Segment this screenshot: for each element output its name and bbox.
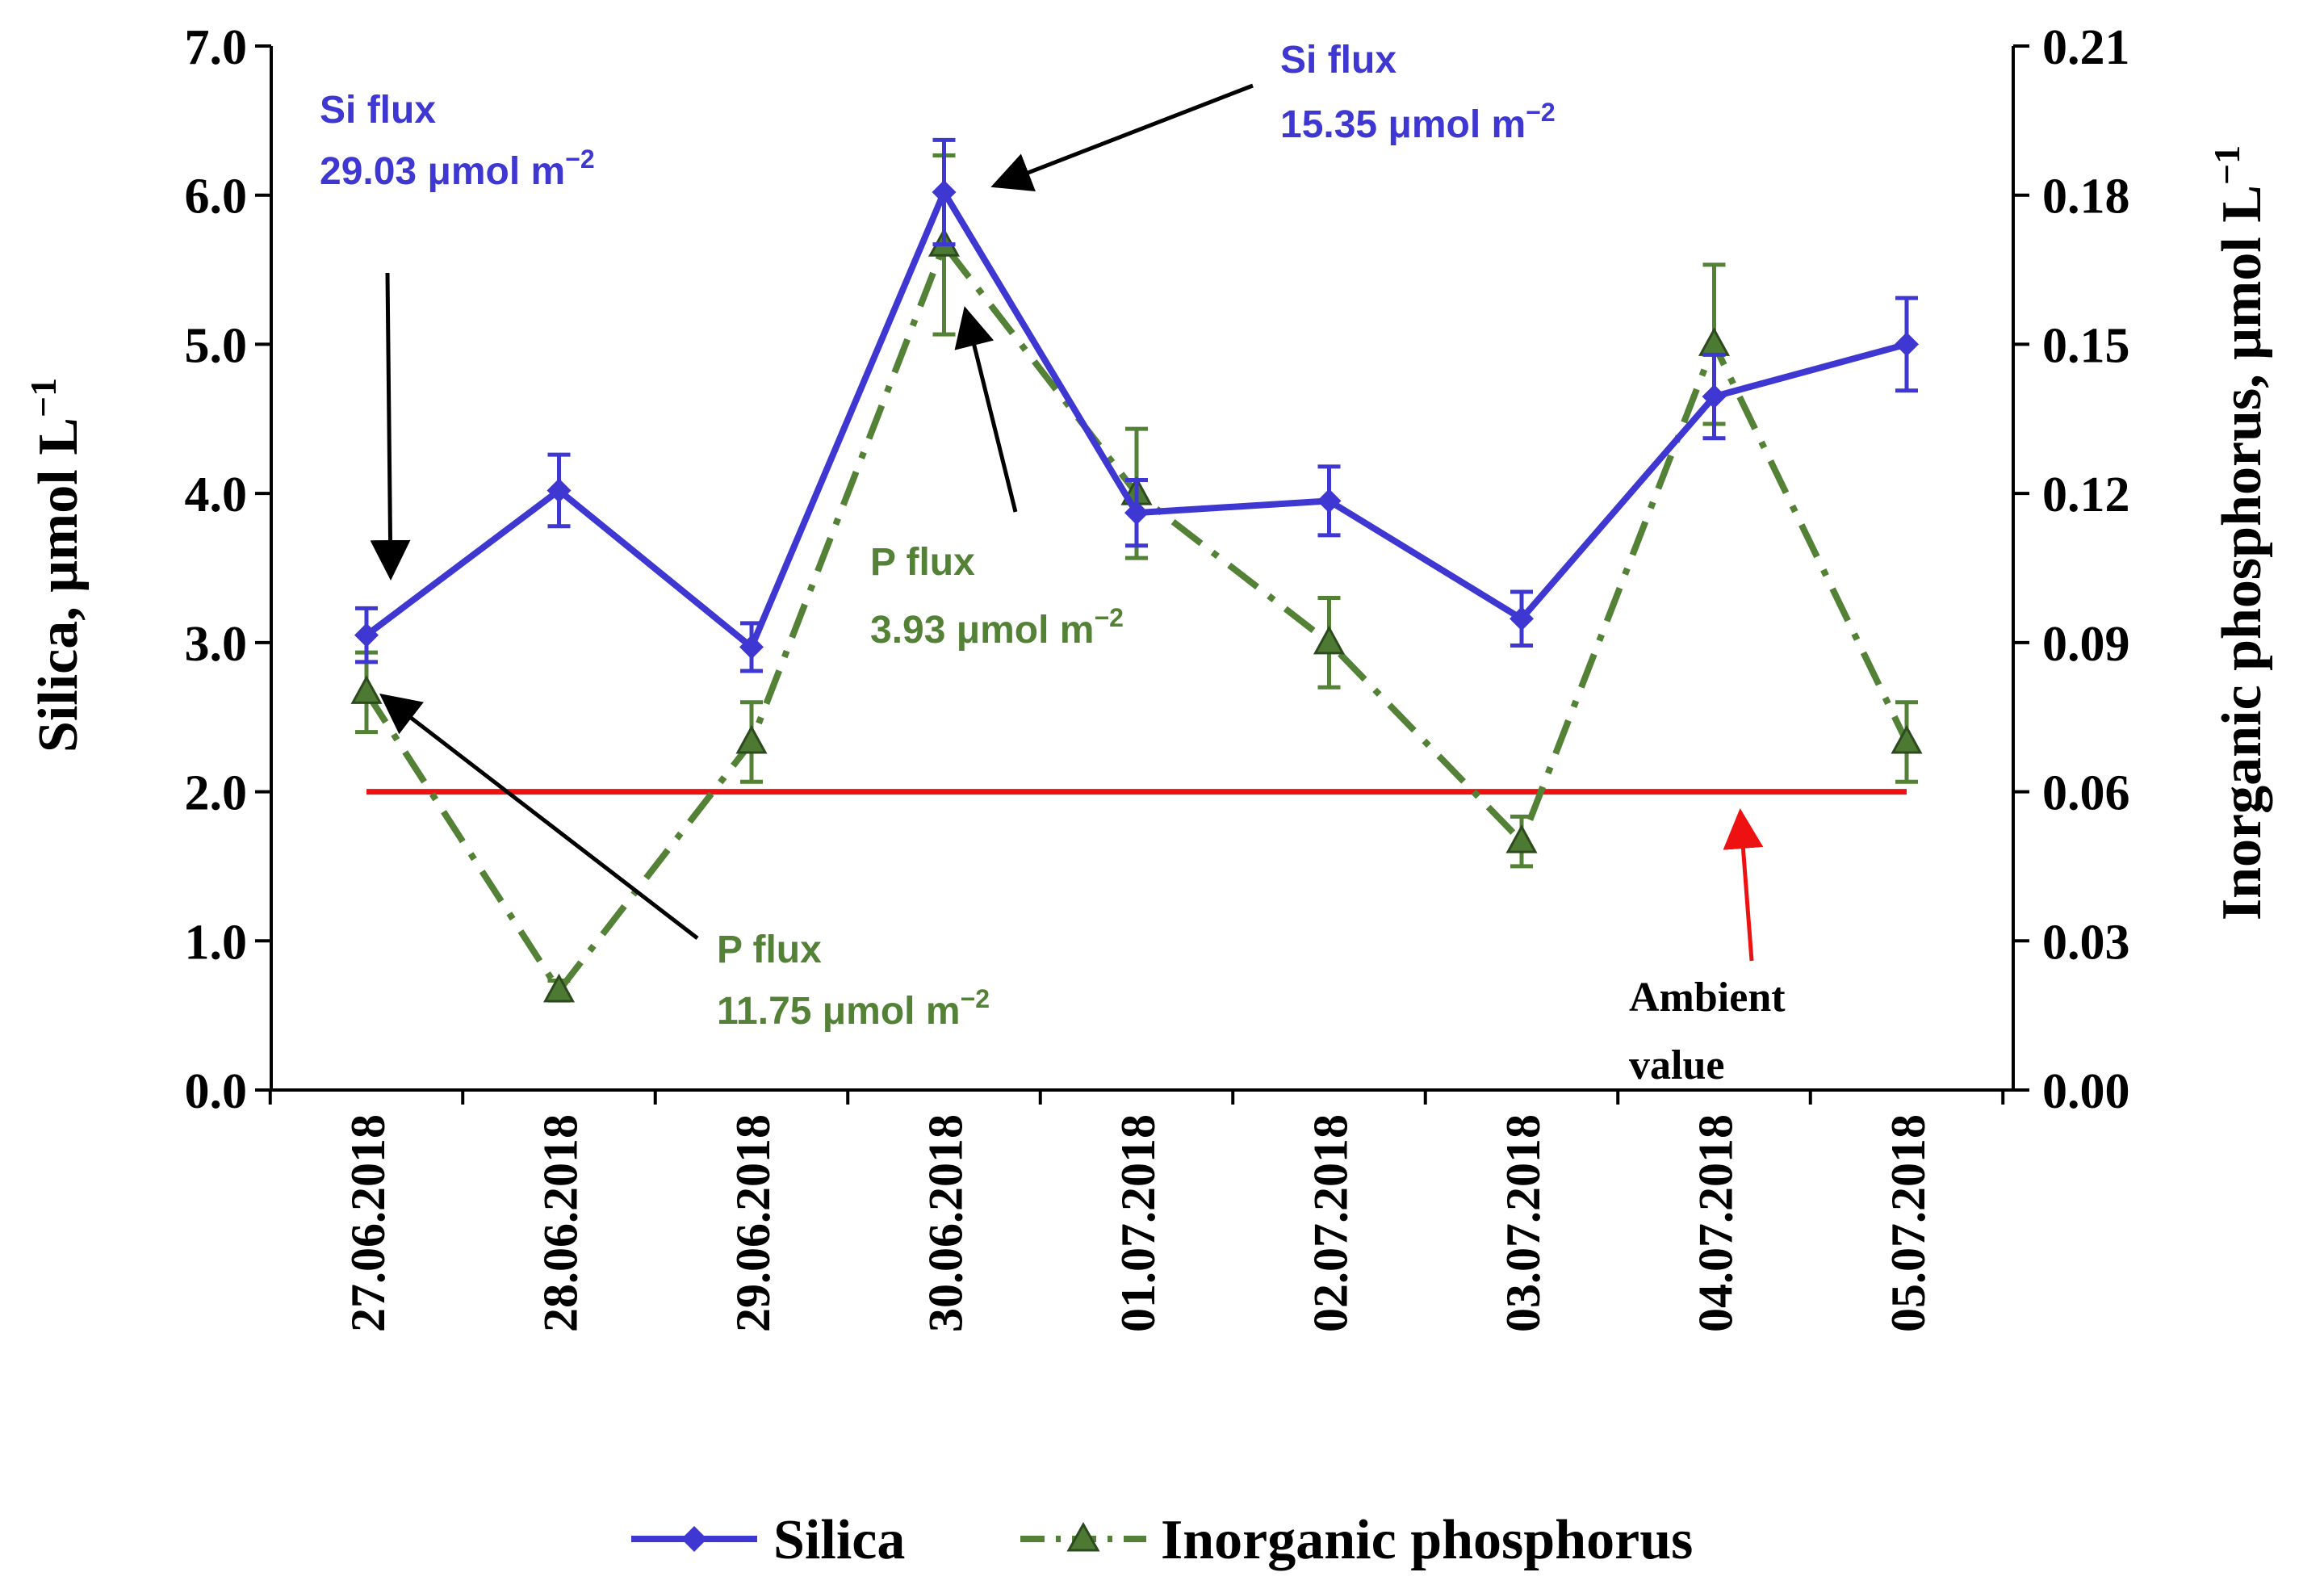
left-ticks: 0.0 1.0 2.0 3.0 4.0 5.0 6.0 7.0 [185, 20, 271, 1119]
ambient-arrow [1723, 808, 1764, 962]
right-tick-label: 0.15 [2042, 318, 2130, 373]
p-flux-low-value: 11.75 μmol m−2 [717, 984, 990, 1033]
si-flux-left-arrow [370, 272, 411, 581]
data-point [546, 478, 572, 503]
right-ticks: 0.00 0.03 0.06 0.09 0.12 0.15 0.18 0.21 [2013, 20, 2130, 1119]
data-point [350, 675, 383, 704]
left-tick-label: 6.0 [185, 170, 248, 224]
si-flux-right-title: Si flux [1280, 39, 1396, 82]
right-tick-label: 0.09 [2042, 617, 2130, 672]
series-silica [354, 137, 1919, 673]
ambient-label-line1: Ambient [1629, 975, 1786, 1021]
data-point [1891, 724, 1923, 754]
left-tick-label: 5.0 [185, 318, 248, 373]
left-tick-label: 7.0 [185, 20, 248, 75]
legend-item-silica: Silica [631, 1509, 905, 1571]
si-flux-right-value-sup: −2 [1526, 98, 1555, 127]
legend-silica-marker [681, 1526, 707, 1552]
x-tick-label: 30.06.2018 [919, 1114, 973, 1332]
data-point [1698, 327, 1731, 356]
right-tick-label: 0.18 [2042, 170, 2130, 224]
x-tick-label: 28.06.2018 [534, 1114, 588, 1332]
legend-item-inorganic-phosphorus: Inorganic phosphorus [1020, 1509, 1693, 1571]
si-flux-left-value: 29.03 μmol m−2 [320, 145, 595, 193]
data-point [932, 180, 957, 205]
ambient-label-line2: value [1629, 1042, 1724, 1088]
right-tick-label: 0.12 [2042, 467, 2130, 522]
si-flux-right-value-text: 15.35 μmol m [1280, 103, 1526, 146]
p-flux-mid-value: 3.93 μmol m−2 [870, 603, 1124, 652]
x-tick-label: 03.07.2018 [1497, 1114, 1550, 1332]
right-tick-label: 0.03 [2042, 915, 2130, 970]
data-point [1510, 606, 1534, 631]
annotation-si-flux-right: Si flux 15.35 μmol m−2 [990, 39, 1556, 192]
x-tick-label: 27.06.2018 [341, 1114, 395, 1332]
data-point [354, 623, 379, 648]
left-tick-label: 4.0 [185, 467, 248, 522]
right-axis-title-sup: −1 [2206, 145, 2247, 185]
legend-silica-label: Silica [773, 1509, 905, 1571]
annotation-si-flux-left: Si flux 29.03 μmol m−2 [320, 89, 595, 581]
left-axis-title-text: Silica, μmol L [27, 417, 90, 753]
si-flux-right-arrow [990, 83, 1254, 192]
series-line-silica [364, 189, 1908, 651]
data-point [739, 635, 764, 660]
series-inorganic-phosphorus [350, 153, 1923, 1003]
data-point [1702, 384, 1727, 409]
x-tick-label: 05.07.2018 [1882, 1114, 1935, 1332]
data-point [542, 973, 576, 1003]
left-tick-label: 2.0 [185, 766, 248, 821]
left-tick-label: 0.0 [185, 1064, 248, 1119]
p-flux-low-value-text: 11.75 μmol m [717, 990, 961, 1033]
data-point [1124, 501, 1149, 526]
p-flux-mid-title: P flux [870, 541, 975, 584]
x-ticks: 27.06.2018 28.06.2018 29.06.2018 30.06.2018… [268, 1090, 2005, 1332]
right-axis-title-text: Inorganic phosphorus, μmol L [2211, 185, 2273, 920]
right-tick-label: 0.21 [2042, 20, 2130, 75]
axes [270, 46, 2015, 1092]
p-flux-low-value-sup: −2 [961, 984, 990, 1013]
x-tick-label: 02.07.2018 [1304, 1114, 1358, 1332]
right-axis-title: Inorganic phosphorus, μmol L−1 [2206, 145, 2273, 920]
p-flux-mid-value-text: 3.93 μmol m [870, 609, 1094, 652]
annotation-ambient: Ambient value [1629, 808, 1786, 1088]
p-flux-mid-value-sup: −2 [1094, 603, 1123, 632]
data-point [1895, 332, 1919, 357]
left-tick-label: 3.0 [185, 617, 248, 672]
right-tick-label: 0.00 [2042, 1064, 2130, 1119]
data-point [735, 724, 768, 754]
left-axis-title: Silica, μmol L−1 [23, 378, 90, 753]
legend-phosphorus-label: Inorganic phosphorus [1161, 1509, 1693, 1571]
x-tick-label: 29.06.2018 [727, 1114, 780, 1332]
annotation-p-flux-mid: P flux 3.93 μmol m−2 [870, 306, 1124, 652]
annotation-p-flux-low: P flux 11.75 μmol m−2 [379, 693, 990, 1033]
left-axis-title-sup: −1 [23, 378, 64, 417]
x-tick-label: 04.07.2018 [1690, 1114, 1743, 1332]
data-point [1317, 488, 1342, 514]
si-flux-left-title: Si flux [320, 89, 436, 132]
legend-phosphorus-marker [1066, 1521, 1100, 1552]
data-point [1505, 824, 1538, 853]
legend: Silica Inorganic phosphorus [631, 1509, 1693, 1571]
si-flux-left-value-sup: −2 [565, 145, 594, 174]
left-tick-label: 1.0 [185, 915, 248, 970]
p-flux-mid-arrow [954, 306, 1018, 513]
data-point [1313, 625, 1346, 655]
series-line-inorganic-phosphorus [363, 241, 1910, 994]
x-tick-label: 01.07.2018 [1112, 1114, 1165, 1332]
right-tick-label: 0.06 [2042, 766, 2130, 821]
p-flux-low-title: P flux [717, 929, 822, 971]
p-flux-low-arrow [379, 693, 699, 940]
si-flux-left-value-text: 29.03 μmol m [320, 150, 565, 193]
si-flux-right-value: 15.35 μmol m−2 [1280, 98, 1556, 146]
